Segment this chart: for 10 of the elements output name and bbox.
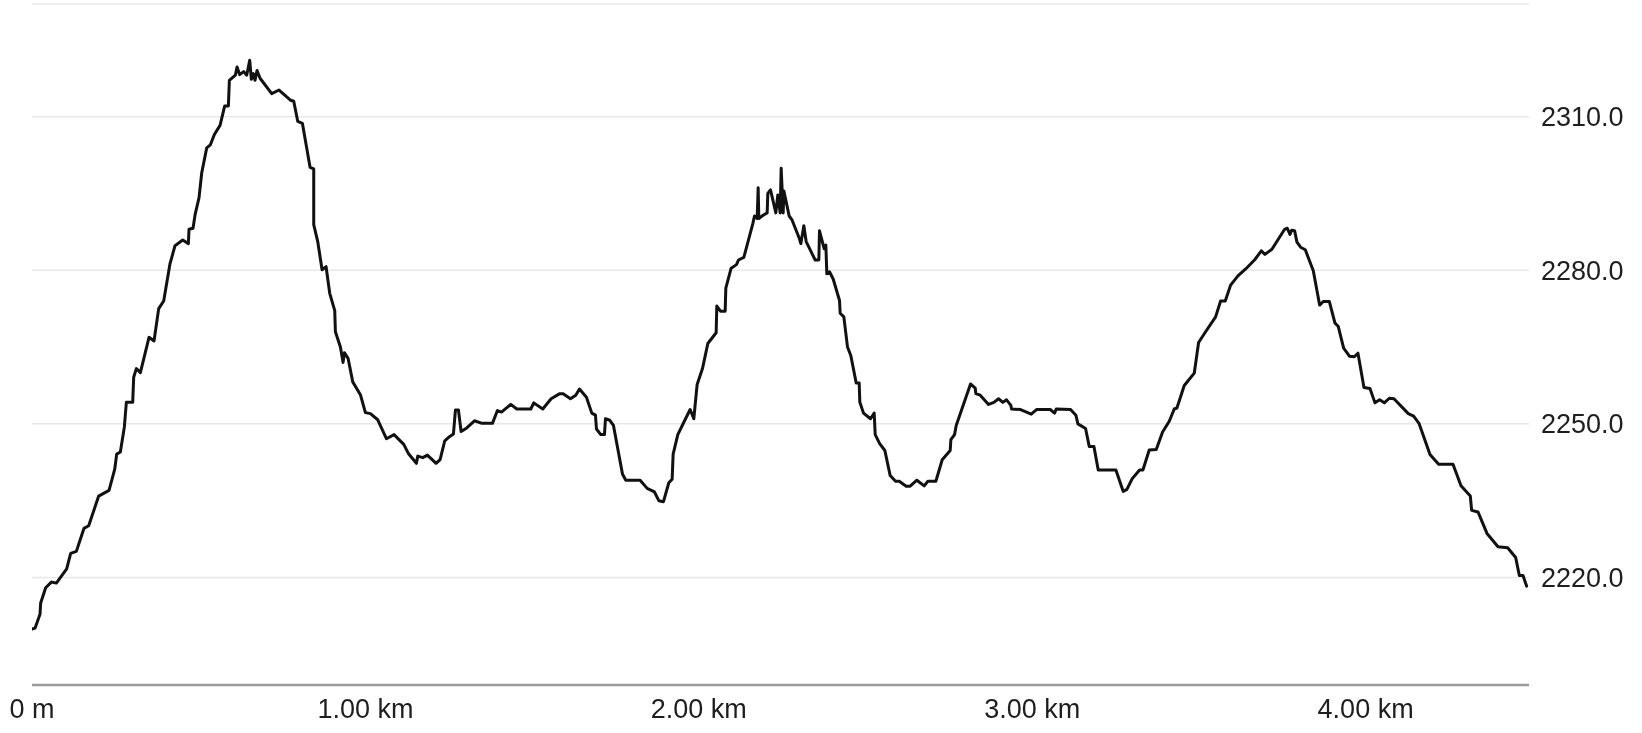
- x-tick-label: 3.00 km: [984, 694, 1081, 725]
- x-tick-label: 4.00 km: [1317, 694, 1414, 725]
- y-tick-label: 2250.0: [1541, 409, 1624, 440]
- y-tick-label: 2220.0: [1541, 563, 1624, 594]
- x-tick-label: 1.00 km: [317, 694, 414, 725]
- y-tick-label: 2280.0: [1541, 255, 1624, 286]
- x-tick-label: 2.00 km: [650, 694, 747, 725]
- x-tick-label: 0 m: [9, 694, 55, 725]
- line-series: [32, 58, 1529, 631]
- y-tick-label: 2310.0: [1541, 102, 1624, 133]
